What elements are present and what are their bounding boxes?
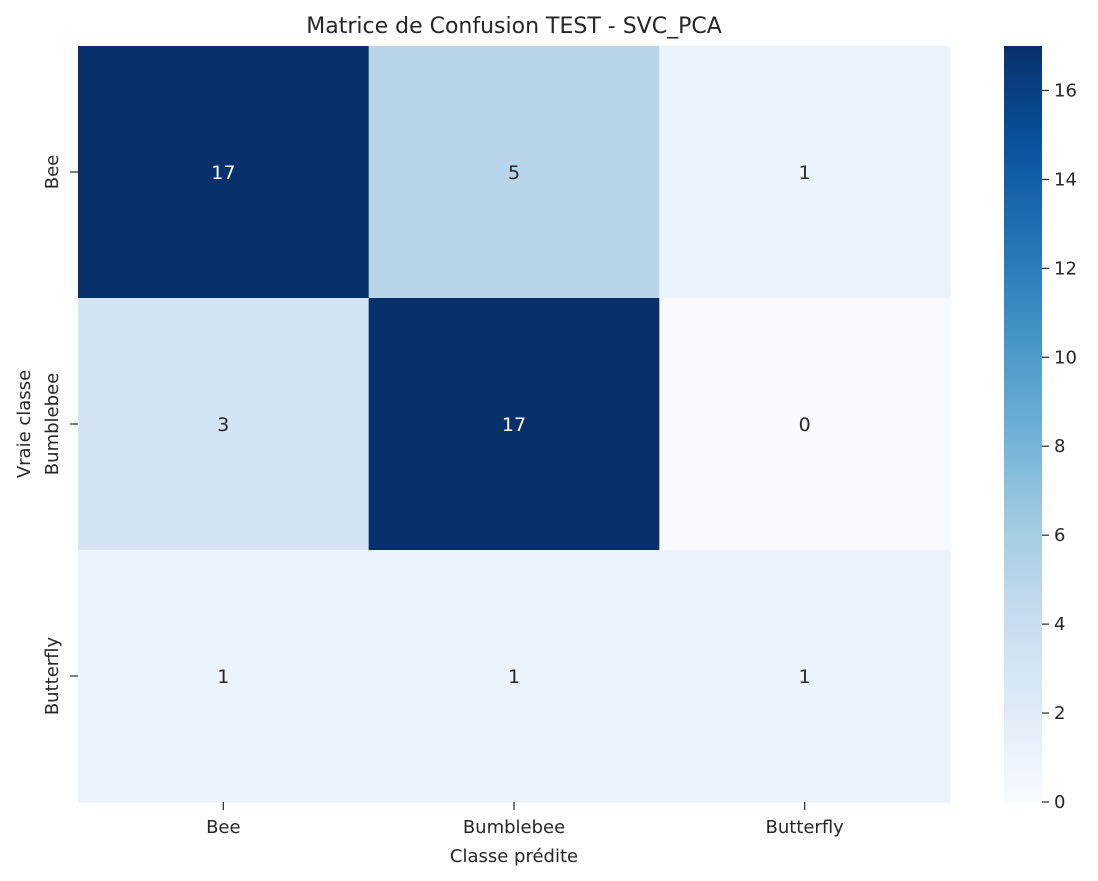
y-tick-label: Butterfly: [42, 636, 63, 715]
cell-value-label: 1: [799, 666, 811, 688]
colorbar-tick-label: 10: [1054, 347, 1077, 368]
colorbar-axis: 0 2 4 6 8 10 12 14 16: [1042, 80, 1077, 813]
heatmap-cells: [78, 46, 951, 803]
colorbar-tick-label: 4: [1054, 614, 1065, 635]
colorbar-tick-label: 16: [1054, 80, 1077, 101]
cell-value-label: 3: [217, 414, 229, 436]
cell-value-label: 17: [211, 162, 235, 184]
x-tick-label: Butterfly: [765, 817, 844, 838]
x-axis-label: Classe prédite: [450, 846, 578, 867]
y-tick-label: Bee: [42, 155, 63, 190]
colorbar-tick-label: 2: [1054, 703, 1065, 724]
colorbar-tick-label: 8: [1054, 436, 1065, 457]
heatmap-cell-labels: 17 5 1 3 17 0 1 1 1: [211, 162, 810, 688]
heatmap-cell: [659, 298, 951, 551]
cell-value-label: 17: [502, 414, 526, 436]
x-tick-label: Bumblebee: [463, 817, 565, 838]
colorbar: [1004, 46, 1042, 802]
colorbar-tick-label: 6: [1054, 525, 1065, 546]
heatmap-cell: [78, 298, 370, 551]
heatmap-cell: [659, 550, 951, 803]
y-axis-label: Vraie classe: [14, 370, 35, 478]
cell-value-label: 1: [508, 666, 520, 688]
cell-value-label: 5: [508, 162, 520, 184]
heatmap-cell: [368, 298, 660, 551]
colorbar-tick-label: 12: [1054, 258, 1077, 279]
y-tick-label: Bumblebee: [42, 373, 63, 475]
cell-value-label: 1: [217, 666, 229, 688]
heatmap-cell: [368, 550, 660, 803]
colorbar-tick-label: 0: [1054, 792, 1065, 813]
x-tick-label: Bee: [206, 817, 241, 838]
heatmap-cell: [368, 46, 660, 299]
heatmap-cell: [78, 550, 370, 803]
chart-title: Matrice de Confusion TEST - SVC_PCA: [306, 14, 722, 39]
y-axis: Bee Bumblebee Butterfly: [42, 155, 78, 715]
heatmap-cell: [78, 46, 370, 299]
x-axis: Bee Bumblebee Butterfly: [206, 802, 844, 838]
heatmap-cell: [659, 46, 951, 299]
colorbar-tick-label: 14: [1054, 169, 1077, 190]
cell-value-label: 0: [799, 414, 811, 436]
cell-value-label: 1: [799, 162, 811, 184]
